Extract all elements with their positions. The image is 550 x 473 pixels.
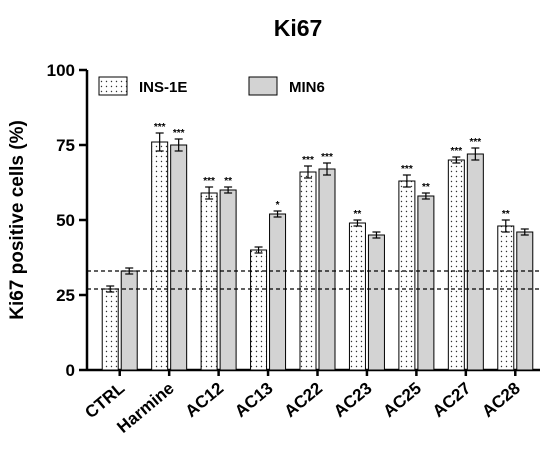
y-tick-label: 25 bbox=[56, 286, 75, 305]
bar-ins-1e bbox=[497, 225, 515, 371]
bar-min6 bbox=[466, 153, 484, 371]
y-tick-label: 75 bbox=[56, 136, 75, 155]
significance-label: *** bbox=[154, 122, 166, 133]
x-tick-label: AC23 bbox=[330, 379, 376, 421]
legend-label: INS-1E bbox=[139, 79, 187, 96]
significance-label: *** bbox=[401, 164, 413, 175]
bar-ins-1e bbox=[101, 288, 119, 371]
legend-label: MIN6 bbox=[289, 79, 325, 96]
significance-label: *** bbox=[469, 137, 481, 148]
x-tick-label: AC22 bbox=[281, 379, 327, 421]
bar-min6 bbox=[516, 231, 534, 371]
bar-min6 bbox=[219, 189, 237, 371]
bar-ins-1e bbox=[250, 249, 268, 371]
bar-min6 bbox=[417, 195, 435, 371]
y-tick-label: 0 bbox=[66, 361, 75, 380]
bar-ins-1e bbox=[348, 222, 366, 371]
significance-label: * bbox=[276, 200, 280, 211]
bar-ins-1e bbox=[398, 180, 416, 371]
bar-min6 bbox=[367, 234, 385, 371]
significance-label: ** bbox=[422, 182, 430, 193]
significance-label: ** bbox=[502, 209, 510, 220]
significance-label: *** bbox=[450, 146, 462, 157]
bar-min6 bbox=[318, 168, 336, 371]
legend-swatch bbox=[98, 76, 128, 96]
significance-label: ** bbox=[354, 209, 362, 220]
bar-ins-1e bbox=[151, 141, 169, 371]
x-tick-label: AC25 bbox=[379, 379, 425, 421]
significance-label: *** bbox=[321, 152, 333, 163]
bar-ins-1e bbox=[447, 159, 465, 371]
chart-title: Ki67 bbox=[274, 15, 323, 41]
significance-label: *** bbox=[203, 176, 215, 187]
bar-min6 bbox=[269, 213, 287, 371]
y-tick-label: 50 bbox=[56, 211, 75, 230]
bar-ins-1e bbox=[200, 192, 218, 371]
y-tick-label: 100 bbox=[47, 61, 75, 80]
significance-label: *** bbox=[302, 155, 314, 166]
x-tick-label: AC12 bbox=[182, 379, 228, 421]
x-tick-label: AC28 bbox=[478, 379, 524, 421]
bar-min6 bbox=[120, 270, 138, 371]
bar-min6 bbox=[170, 144, 188, 371]
x-tick-label: AC13 bbox=[231, 379, 277, 421]
significance-label: ** bbox=[224, 176, 232, 187]
legend-swatch bbox=[248, 76, 278, 96]
y-axis-label: Ki67 positive cells (%) bbox=[7, 120, 28, 320]
x-tick-label: AC27 bbox=[429, 379, 475, 421]
significance-label: *** bbox=[173, 128, 185, 139]
